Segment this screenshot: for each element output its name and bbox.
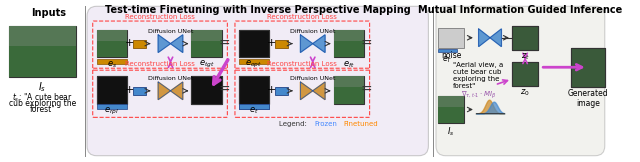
Bar — [239, 59, 269, 64]
Text: $e_{opt}$: $e_{opt}$ — [246, 59, 262, 70]
Bar — [239, 104, 269, 109]
FancyBboxPatch shape — [436, 6, 605, 156]
Bar — [333, 30, 364, 41]
Text: $e_{rpl}$: $e_{rpl}$ — [104, 106, 119, 117]
Bar — [438, 28, 465, 48]
Bar — [9, 46, 76, 77]
Text: Diffusion UNet: Diffusion UNet — [290, 76, 335, 81]
Text: $I_s$: $I_s$ — [447, 125, 455, 138]
Polygon shape — [479, 29, 490, 47]
Text: cub exploring the: cub exploring the — [9, 99, 76, 108]
Text: +: + — [125, 38, 134, 48]
Bar — [333, 30, 364, 57]
Text: forest": forest" — [29, 105, 55, 114]
Bar — [333, 41, 364, 57]
Bar — [97, 41, 127, 57]
Bar — [191, 30, 221, 57]
Text: "Aerial view, a
cute bear cub
exploring the
forest": "Aerial view, a cute bear cub exploring … — [453, 62, 503, 89]
Text: =: = — [219, 83, 230, 97]
Bar — [275, 87, 288, 95]
Bar — [333, 76, 364, 104]
Text: Reconstruction Loss: Reconstruction Loss — [125, 14, 195, 20]
Polygon shape — [170, 82, 183, 100]
Bar — [191, 30, 221, 41]
Text: =: = — [219, 37, 230, 51]
Bar — [239, 104, 269, 109]
Bar — [239, 30, 269, 57]
Text: $e_t$: $e_t$ — [249, 106, 259, 116]
Text: Reconstruction Loss: Reconstruction Loss — [268, 14, 337, 20]
Bar — [132, 40, 146, 48]
Bar — [191, 76, 221, 104]
Bar — [571, 48, 605, 87]
Text: =: = — [361, 37, 372, 51]
Bar — [512, 62, 538, 86]
Polygon shape — [313, 82, 325, 100]
Text: $I_s$: $I_s$ — [38, 80, 47, 94]
Text: Mutual Information Guided Inference: Mutual Information Guided Inference — [419, 5, 623, 15]
Bar — [132, 87, 146, 95]
Text: Diffusion UNet: Diffusion UNet — [290, 29, 335, 34]
Bar — [97, 30, 127, 41]
Bar — [9, 26, 76, 77]
Polygon shape — [490, 29, 501, 47]
Text: +: + — [268, 85, 276, 95]
Text: $e_s$: $e_s$ — [107, 59, 116, 70]
Bar — [438, 49, 457, 52]
Bar — [97, 76, 127, 104]
Text: Legend:: Legend: — [280, 121, 312, 127]
Text: +: + — [125, 85, 134, 95]
Bar — [512, 26, 538, 50]
Bar — [571, 48, 605, 87]
Bar — [239, 30, 269, 57]
Text: Test-time Finetuning with Inverse Perspective Mapping: Test-time Finetuning with Inverse Perspe… — [105, 5, 411, 15]
Bar — [512, 62, 538, 86]
Text: Reconstruction Loss: Reconstruction Loss — [125, 61, 195, 67]
Text: Inputs: Inputs — [31, 8, 67, 18]
Bar — [97, 104, 127, 109]
Bar — [239, 76, 269, 104]
FancyBboxPatch shape — [87, 6, 428, 156]
Bar — [97, 59, 127, 64]
Polygon shape — [170, 35, 183, 52]
Bar — [275, 40, 288, 48]
Text: Frozen: Frozen — [315, 121, 337, 127]
Text: Diffusion UNet: Diffusion UNet — [148, 29, 193, 34]
Text: noise: noise — [441, 51, 461, 59]
Bar — [438, 107, 465, 123]
Text: Reconstruction Loss: Reconstruction Loss — [268, 61, 337, 67]
Bar — [191, 41, 221, 57]
Text: $z_0$: $z_0$ — [520, 88, 530, 98]
Bar — [333, 76, 364, 87]
Polygon shape — [158, 82, 170, 100]
Text: $e_T$: $e_T$ — [442, 54, 452, 65]
Text: Finetuned: Finetuned — [343, 121, 378, 127]
Text: $\nabla_{\tau, t\text{-}1} \cdot MI_\beta$: $\nabla_{\tau, t\text{-}1} \cdot MI_\bet… — [461, 90, 496, 101]
Polygon shape — [300, 35, 313, 52]
Bar — [97, 30, 127, 57]
Polygon shape — [300, 82, 313, 100]
Text: $e_{tgt}$: $e_{tgt}$ — [198, 59, 214, 70]
Bar — [333, 87, 364, 104]
Polygon shape — [313, 35, 325, 52]
Bar — [512, 26, 538, 50]
Text: =: = — [361, 83, 372, 97]
Text: Generated
image: Generated image — [568, 89, 608, 108]
Bar — [9, 26, 76, 46]
Text: Diffusion UNet: Diffusion UNet — [148, 76, 193, 81]
Bar — [239, 76, 269, 104]
Text: $e_{ft}$: $e_{ft}$ — [343, 59, 355, 70]
Bar — [438, 96, 465, 107]
Text: $z_t$: $z_t$ — [521, 52, 529, 62]
Bar — [438, 96, 465, 123]
Text: +: + — [268, 38, 276, 48]
Bar — [191, 76, 221, 104]
Text: $t_s$: "A cute bear: $t_s$: "A cute bear — [12, 92, 73, 104]
Polygon shape — [158, 35, 170, 52]
Bar — [97, 76, 127, 104]
